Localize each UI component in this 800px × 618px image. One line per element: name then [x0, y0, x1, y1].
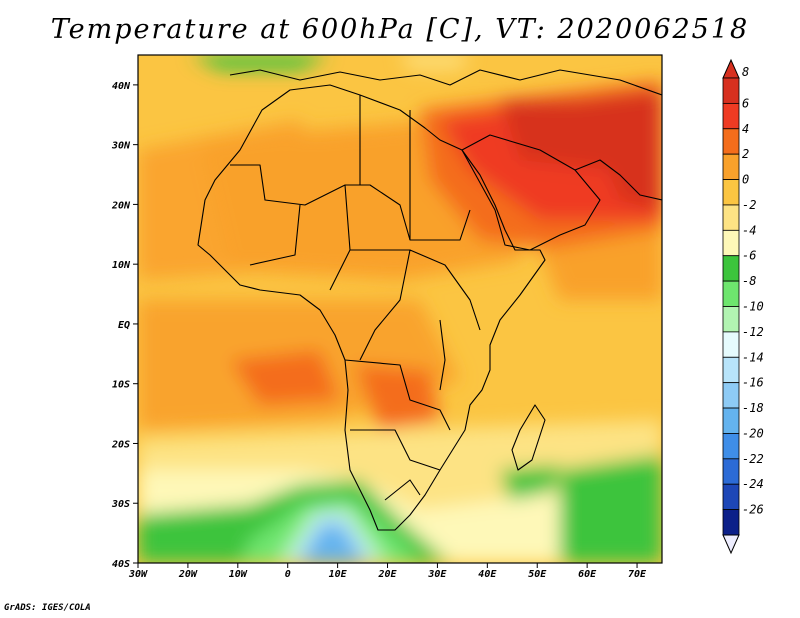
map-axes: 30W 20W 10W 0 10E 20E 30E 40E 50E 60E 70E 40N 30N 20N… [111, 81, 647, 580]
colorbar-swatch [722, 204, 740, 231]
x-tick-label: 30W [128, 569, 148, 580]
colorbar-swatch [722, 356, 740, 384]
colorbar-swatch [722, 382, 740, 409]
colorbar-swatch [722, 153, 740, 180]
x-tick-label: 40E [478, 569, 497, 580]
colorbar-label: 4 [742, 122, 749, 136]
colorbar-label: -2 [742, 198, 756, 212]
y-tick-label: 20S [111, 439, 130, 450]
map-title: Temperature at 600hPa [C], VT: 202006251… [50, 14, 750, 45]
colorbar: 8 6 4 2 0 -2 -4 -6 -8 -10 -12 -14 -16 -18 -20 -22 -24 -26 [722, 58, 764, 555]
x-tick-label: 10W [229, 569, 248, 580]
x-tick-label: 50E [528, 569, 547, 580]
y-tick-label: 40N [112, 81, 131, 92]
colorbar-swatch [722, 229, 740, 257]
colorbar-swatch [722, 458, 740, 485]
colorbar-swatch [722, 509, 740, 536]
colorbar-label: -10 [742, 300, 764, 314]
colorbar-label: -18 [742, 401, 764, 415]
colorbar-label: -6 [742, 249, 756, 263]
colorbar-label: -22 [742, 452, 764, 466]
footer-credit: GrADS: IGES/COLA [4, 603, 91, 613]
x-tick-label: 30E [427, 569, 447, 580]
colorbar-label: -8 [742, 274, 756, 288]
colorbar-label: -26 [742, 503, 764, 517]
colorbar-swatch [722, 280, 740, 307]
colorbar-label: -14 [742, 350, 764, 364]
colorbar-min-arrow [722, 534, 740, 555]
colorbar-max-arrow [722, 58, 740, 79]
y-tick-label: 30S [111, 499, 130, 510]
colorbar-label: -12 [742, 325, 764, 339]
colorbar-swatch [722, 306, 740, 333]
colorbar-label: -20 [742, 426, 764, 440]
x-tick-label: 70E [628, 569, 647, 580]
y-tick-label: 10N [112, 260, 131, 271]
colorbar-swatch [722, 433, 740, 460]
colorbar-swatch [722, 128, 740, 155]
colorbar-swatch [722, 407, 740, 434]
temperature-field [138, 55, 662, 563]
x-tick-label: 10E [329, 569, 348, 580]
map-frame [137, 54, 663, 564]
colorbar-swatch [722, 255, 740, 282]
colorbar-swatch [722, 179, 740, 206]
x-tick-label: 0 [285, 569, 291, 580]
y-tick-label: 10S [112, 380, 130, 391]
colorbar-label: -4 [742, 223, 756, 237]
colorbar-swatch [722, 102, 740, 130]
colorbar-label: 6 [742, 96, 749, 110]
colorbar-label: -16 [742, 376, 764, 390]
y-tick-label: 30N [111, 141, 131, 152]
colorbar-label: 0 [742, 173, 749, 187]
coastlines [197, 69, 662, 531]
colorbar-label: 2 [742, 147, 749, 161]
colorbar-label: 8 [742, 65, 749, 79]
y-tick-label: 40S [112, 559, 130, 570]
colorbar-swatch [722, 483, 740, 511]
x-tick-label: 60E [578, 569, 597, 580]
colorbar-label: -24 [742, 477, 764, 491]
y-tick-label: EQ [118, 320, 130, 331]
colorbar-swatch [722, 331, 740, 358]
x-tick-label: 20W [178, 569, 198, 580]
colorbar-swatch [722, 77, 740, 104]
y-tick-label: 20N [111, 200, 131, 211]
x-tick-label: 20E [377, 569, 397, 580]
